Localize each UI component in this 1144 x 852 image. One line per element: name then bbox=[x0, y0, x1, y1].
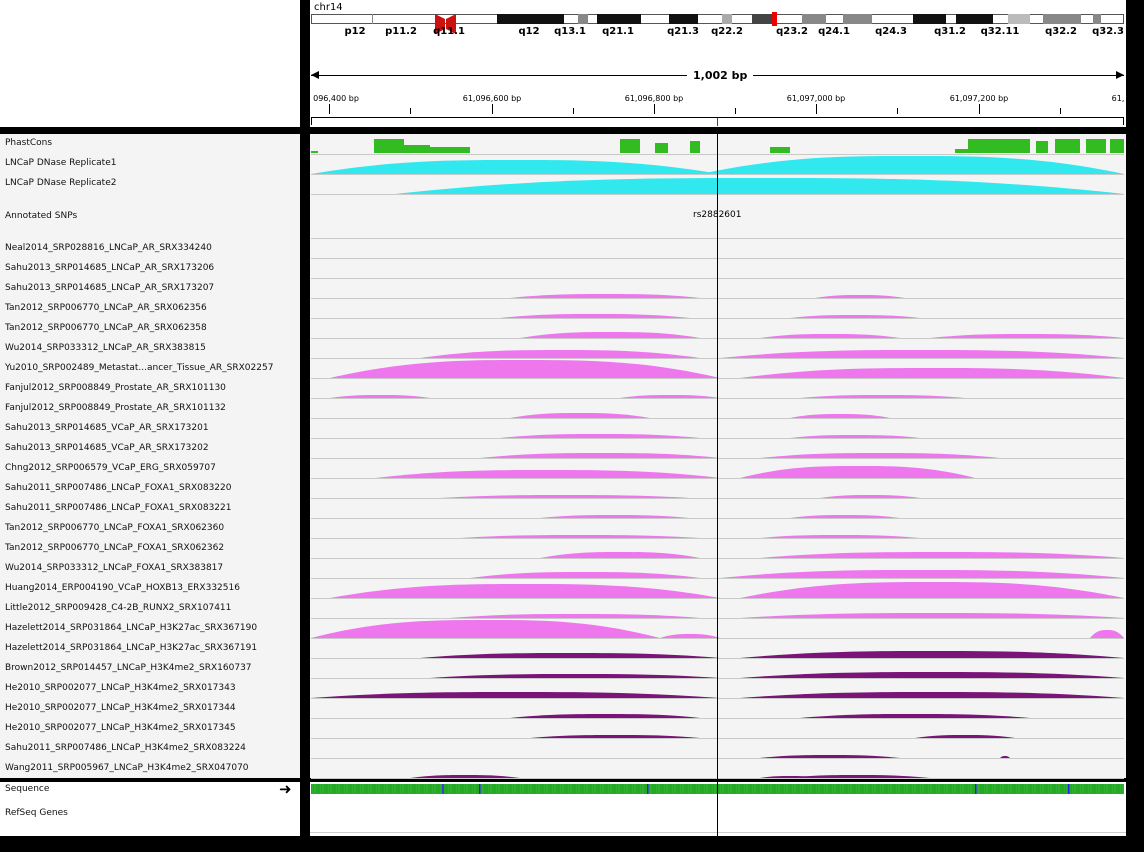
ruler-tick-label: 096,400 bp bbox=[313, 94, 359, 103]
track-label-chip[interactable]: Tan2012_SRP006770_LNCaP_AR_SRX062356 bbox=[5, 303, 207, 313]
ruler-tick-label: 61,097,000 bp bbox=[786, 94, 846, 103]
band-label: p12 bbox=[344, 26, 366, 37]
track-label-chip[interactable]: Little2012_SRP009428_C4-2B_RUNX2_SRX1074… bbox=[5, 603, 232, 613]
track-label-chip[interactable]: He2010_SRP002077_LNCaP_H3K4me2_SRX017343 bbox=[5, 683, 236, 693]
ruler-tick-label: 61,096,600 bp bbox=[462, 94, 522, 103]
ruler-tick-label: 61,097,200 bp bbox=[949, 94, 1009, 103]
track-label-chip[interactable]: Sahu2013_SRP014685_LNCaP_AR_SRX173207 bbox=[5, 283, 215, 293]
track-label-chip[interactable]: Tan2012_SRP006770_LNCaP_FOXA1_SRX062360 bbox=[5, 523, 225, 533]
track-label-chip[interactable]: Wu2014_SRP033312_LNCaP_FOXA1_SRX383817 bbox=[5, 563, 224, 573]
track-label-chip[interactable]: Fanjul2012_SRP008849_Prostate_AR_SRX1011… bbox=[5, 383, 226, 393]
track-label-chip[interactable]: Hazelett2014_SRP031864_LNCaP_H3K27ac_SRX… bbox=[5, 643, 258, 653]
band-label: q11.1 bbox=[433, 26, 465, 37]
band-label: q32.3 bbox=[1092, 26, 1124, 37]
track-label-chip[interactable]: Yu2010_SRP002489_Metastat...ancer_Tissue… bbox=[5, 363, 274, 373]
band-label: p11.2 bbox=[385, 26, 417, 37]
track-label-chip[interactable]: Sahu2013_SRP014685_LNCaP_AR_SRX173206 bbox=[5, 263, 215, 273]
track-label-chip[interactable]: Brown2012_SRP014457_LNCaP_H3K4me2_SRX160… bbox=[5, 663, 252, 673]
band-label: q24.3 bbox=[875, 26, 907, 37]
sequence-track bbox=[311, 784, 1124, 794]
band-label: q12 bbox=[518, 26, 540, 37]
track-label-chip[interactable]: Wang2011_SRP005967_LNCaP_H3K4me2_SRX0470… bbox=[5, 763, 249, 773]
track-label-chip[interactable]: Sahu2013_SRP014685_VCaP_AR_SRX173201 bbox=[5, 423, 209, 433]
track-label-dnase-1[interactable]: LNCaP DNase Replicate1 bbox=[5, 158, 117, 168]
track-label-chip[interactable]: Chng2012_SRP006579_VCaP_ERG_SRX059707 bbox=[5, 463, 216, 473]
track-label-chip[interactable]: Fanjul2012_SRP008849_Prostate_AR_SRX1011… bbox=[5, 403, 226, 413]
band-label: q24.1 bbox=[818, 26, 850, 37]
track-label-chip[interactable]: Sahu2011_SRP007486_LNCaP_FOXA1_SRX083220 bbox=[5, 483, 232, 493]
track-label-snps[interactable]: Annotated SNPs bbox=[5, 211, 78, 221]
track-label-chip[interactable]: Hazelett2014_SRP031864_LNCaP_H3K27ac_SRX… bbox=[5, 623, 258, 633]
strand-arrow-icon[interactable]: ➜ bbox=[279, 780, 292, 798]
center-line-marker bbox=[717, 118, 718, 126]
track-label-chip[interactable]: Huang2014_ERP004190_VCaP_HOXB13_ERX33251… bbox=[5, 583, 240, 593]
band-label: q32.11 bbox=[980, 26, 1020, 37]
track-label-phastcons[interactable]: PhastCons bbox=[5, 138, 53, 148]
span-ruler: 1,002 bp bbox=[311, 60, 1124, 90]
header-name-panel bbox=[0, 0, 300, 127]
band-label: q23.2 bbox=[776, 26, 808, 37]
track-label-chip[interactable]: Neal2014_SRP028816_LNCaP_AR_SRX334240 bbox=[5, 243, 212, 253]
track-label-chip[interactable]: Tan2012_SRP006770_LNCaP_FOXA1_SRX062362 bbox=[5, 543, 225, 553]
track-label-refseq[interactable]: RefSeq Genes bbox=[5, 808, 68, 818]
track-label-chip[interactable]: Sahu2011_SRP007486_LNCaP_FOXA1_SRX083221 bbox=[5, 503, 232, 513]
chromosome-name[interactable]: chr14 bbox=[314, 2, 343, 13]
track-name-panel bbox=[0, 134, 300, 778]
band-label: q21.3 bbox=[667, 26, 699, 37]
ruler-tick-label: 61, bbox=[1111, 94, 1125, 103]
feature-name-panel: Sequence ➜ RefSeq Genes bbox=[0, 780, 300, 836]
band-label: q22.2 bbox=[711, 26, 743, 37]
centromere-right bbox=[446, 14, 456, 34]
track-label-chip[interactable]: He2010_SRP002077_LNCaP_H3K4me2_SRX017344 bbox=[5, 703, 236, 713]
current-region-marker[interactable] bbox=[772, 12, 777, 26]
ruler-tick-label: 61,096,800 bp bbox=[624, 94, 684, 103]
track-label-chip[interactable]: Sahu2013_SRP014685_VCaP_AR_SRX173202 bbox=[5, 443, 209, 453]
track-label-sequence[interactable]: Sequence bbox=[5, 784, 50, 794]
span-length-label: 1,002 bp bbox=[687, 69, 754, 82]
center-guide-line bbox=[717, 127, 718, 836]
track-label-chip[interactable]: He2010_SRP002077_LNCaP_H3K4me2_SRX017345 bbox=[5, 723, 236, 733]
track-label-dnase-2[interactable]: LNCaP DNase Replicate2 bbox=[5, 178, 117, 188]
track-label-chip[interactable]: Sahu2011_SRP007486_LNCaP_H3K4me2_SRX0832… bbox=[5, 743, 246, 753]
track-label-chip[interactable]: Wu2014_SRP033312_LNCaP_AR_SRX383815 bbox=[5, 343, 206, 353]
centromere-left bbox=[435, 14, 445, 34]
band-label: q21.1 bbox=[602, 26, 634, 37]
band-label: q31.2 bbox=[934, 26, 966, 37]
ideogram-outline bbox=[311, 14, 1124, 24]
chromosome-ideogram[interactable]: p12 p11.2 q11.1 q12 q13.1 q21.1 q21.3 q2… bbox=[0, 0, 1144, 44]
track-label-chip[interactable]: Tan2012_SRP006770_LNCaP_AR_SRX062358 bbox=[5, 323, 207, 333]
band-label: q32.2 bbox=[1045, 26, 1077, 37]
band-label: q13.1 bbox=[554, 26, 586, 37]
track-data-panel[interactable] bbox=[310, 134, 1126, 778]
